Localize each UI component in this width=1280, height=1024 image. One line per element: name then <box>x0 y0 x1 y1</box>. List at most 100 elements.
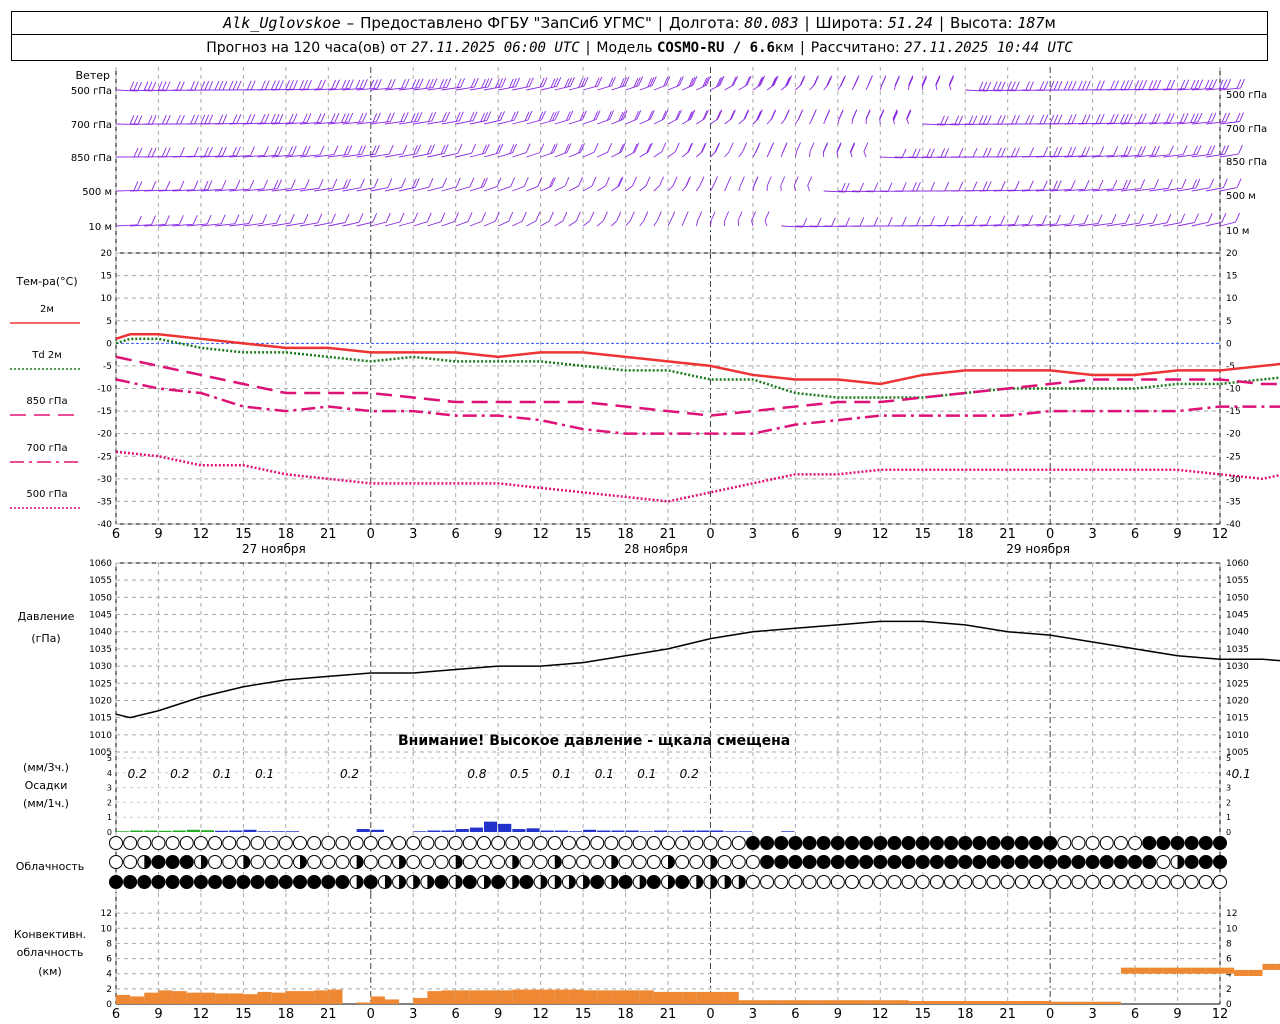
cloud-cover-symbol <box>307 855 322 869</box>
wind-barb-feather <box>629 211 635 221</box>
wind-barb-shaft <box>1149 154 1170 158</box>
conv-bar <box>583 990 598 1004</box>
wind-barb <box>837 75 846 91</box>
precip-bar <box>583 829 597 832</box>
wind-barb-feather <box>263 179 269 190</box>
wind-barb-feather <box>262 214 268 224</box>
wind-barb <box>1163 112 1189 125</box>
wind-barb <box>427 78 452 91</box>
cloud-cover-symbol <box>547 875 562 889</box>
wind-barb-feather <box>469 177 475 187</box>
wind-barb <box>299 179 324 192</box>
wind-barb <box>483 177 502 192</box>
cloud-fill <box>1142 855 1156 869</box>
axis-tick-label-temp: 6 <box>791 527 799 542</box>
cloud-cover-symbol <box>788 836 803 850</box>
wind-barb <box>809 109 817 125</box>
conv-bar <box>300 991 315 1004</box>
cloud-cover-symbol <box>661 875 675 889</box>
conv-bar <box>271 992 286 1004</box>
cloud-fill <box>364 875 378 889</box>
axis-tick-label-temp: 18 <box>957 527 974 542</box>
cloud-cover-symbol <box>264 855 279 869</box>
wind-barb <box>299 113 326 125</box>
cloud-fill <box>180 875 194 889</box>
wind-barb-feather <box>416 144 422 154</box>
wind-barb-feather <box>566 143 572 153</box>
wind-barb-feather <box>200 80 206 91</box>
temp-ytick-label-right: -20 <box>1226 430 1241 440</box>
pressure-ytick-label: 1045 <box>89 611 112 621</box>
wind-barb <box>710 211 716 227</box>
wind-barb <box>144 114 171 125</box>
wind-barb-feather <box>1181 178 1187 189</box>
wind-barb-feather <box>859 182 864 193</box>
wind-barb-feather <box>1000 115 1006 125</box>
wind-barb-feather <box>1226 79 1232 89</box>
conv-bar <box>710 991 725 1004</box>
cloud-cover-symbol <box>1071 836 1086 850</box>
wind-barb-feather <box>414 178 420 188</box>
wind-barb-feather <box>597 76 603 87</box>
cloud-cover-symbol <box>717 855 732 869</box>
wind-barb-feather <box>1137 113 1143 124</box>
wind-barb <box>879 109 885 125</box>
cloud-cover-symbol <box>491 875 506 889</box>
wind-barb-feather <box>996 147 1002 157</box>
wind-barb-feather <box>743 110 749 120</box>
conv-bar <box>554 989 569 1004</box>
cloud-circle <box>434 855 449 869</box>
wind-barb-feather <box>357 145 363 155</box>
wind-barb <box>469 177 488 192</box>
temp-ytick-label: -10 <box>97 385 112 395</box>
wind-barb <box>851 75 860 91</box>
wind-barb-feather <box>1235 212 1240 223</box>
wind-barb <box>737 211 743 227</box>
wind-barb-feather <box>1139 213 1144 224</box>
wind-barb-feather <box>1095 114 1101 124</box>
cloud-cover-symbol <box>1029 836 1043 850</box>
pressure-ytick-label-right: 1060 <box>1226 559 1249 569</box>
precip-bar <box>200 830 215 832</box>
wind-barb-feather <box>728 142 734 152</box>
cloud-circle <box>208 836 223 850</box>
wind-barb-shaft <box>285 222 305 227</box>
wind-barb-shaft <box>441 221 455 227</box>
wind-barb-feather <box>1083 214 1089 224</box>
wind-barb <box>257 214 281 227</box>
wind-barb-shaft <box>993 224 1015 227</box>
wind-barb-feather <box>700 143 706 153</box>
wind-barb-feather <box>796 142 801 152</box>
wind-barb-feather <box>455 177 461 188</box>
wind-barb <box>229 146 255 158</box>
cloud-cover-symbol <box>179 855 194 869</box>
wind-barb-feather <box>512 78 517 88</box>
cloud-cover-symbol <box>250 875 265 889</box>
wind-barb-feather <box>290 179 296 189</box>
cloud-cover-symbol <box>137 875 152 889</box>
cloud-half-fill <box>356 855 364 869</box>
wind-barb-feather <box>611 76 616 86</box>
temp-ytick-label-right: 10 <box>1226 294 1238 304</box>
wind-barb-feather <box>133 147 139 158</box>
wind-barb-shaft <box>951 224 973 227</box>
cloud-half-fill <box>611 855 618 869</box>
axis-tick-label-bottom: 9 <box>154 1007 162 1022</box>
wind-barb-feather <box>220 214 226 225</box>
wind-barb <box>1120 145 1146 158</box>
wind-barb-feather <box>954 115 960 125</box>
cloud-fill <box>774 836 788 850</box>
wind-barb-feather <box>165 215 170 225</box>
cloud-cover-symbol <box>293 875 307 889</box>
wind-barb <box>880 216 907 227</box>
wind-barb-shaft <box>370 153 390 158</box>
wind-barb <box>780 142 788 158</box>
wind-barb <box>568 211 581 227</box>
computed-time: 27.11.2025 10:44 UTC <box>904 39 1073 56</box>
wind-barb-feather <box>194 114 200 125</box>
pressure-ytick-label-right: 1050 <box>1226 593 1249 603</box>
wind-barb-shaft <box>243 154 265 158</box>
wind-barb-feather <box>1180 213 1186 223</box>
wind-barb-feather <box>1085 146 1091 156</box>
wind-barb-feather <box>1113 113 1119 124</box>
